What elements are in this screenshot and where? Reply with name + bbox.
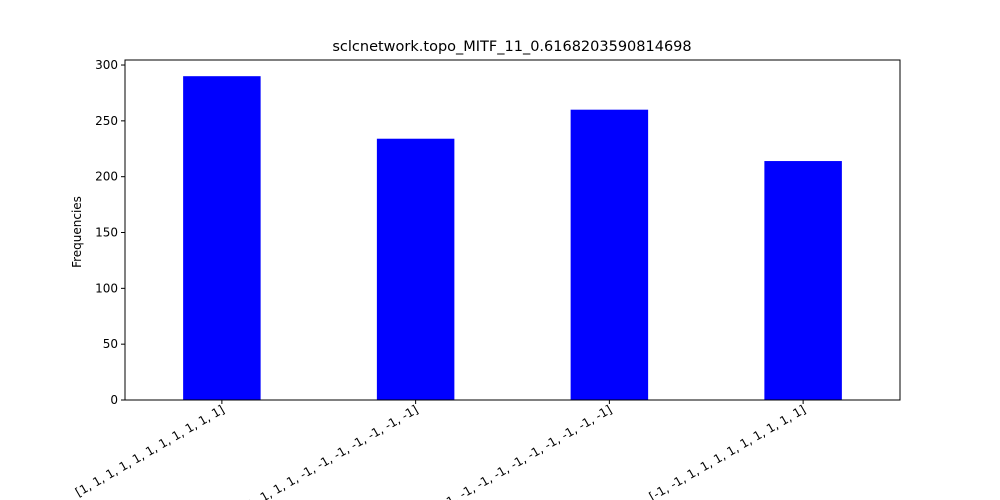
bar	[376, 138, 455, 400]
x-tick-label: [1, 1, 1, 1, -1, -1, -1, -1, -1, -1, -1]	[240, 402, 420, 500]
bar	[570, 109, 649, 400]
y-tick-label: 50	[103, 337, 118, 351]
bar	[764, 161, 842, 400]
y-tick-label: 0	[110, 393, 118, 407]
chart-title: sclcnetwork.topo_MITF_11_0.6168203590814…	[332, 39, 691, 55]
x-tick-label: [-1, -1, 1, 1, 1, 1, 1, 1, 1, 1, 1]	[647, 402, 808, 500]
bar	[183, 76, 261, 400]
y-tick-label: 300	[95, 58, 118, 72]
x-tick-label: [1, 1, 1, 1, 1, 1, 1, 1, 1, 1, 1]	[73, 402, 227, 499]
x-tick-label: [-1, -1, -1, -1, -1, -1, -1, -1, -1, -1,…	[419, 402, 614, 500]
plot-frame	[124, 59, 901, 401]
y-tick-label: 250	[95, 114, 118, 128]
y-axis-label: Frequencies	[70, 196, 84, 268]
y-tick-label: 200	[95, 170, 118, 184]
y-tick-label: 100	[95, 281, 118, 295]
y-tick-label: 150	[95, 226, 118, 240]
